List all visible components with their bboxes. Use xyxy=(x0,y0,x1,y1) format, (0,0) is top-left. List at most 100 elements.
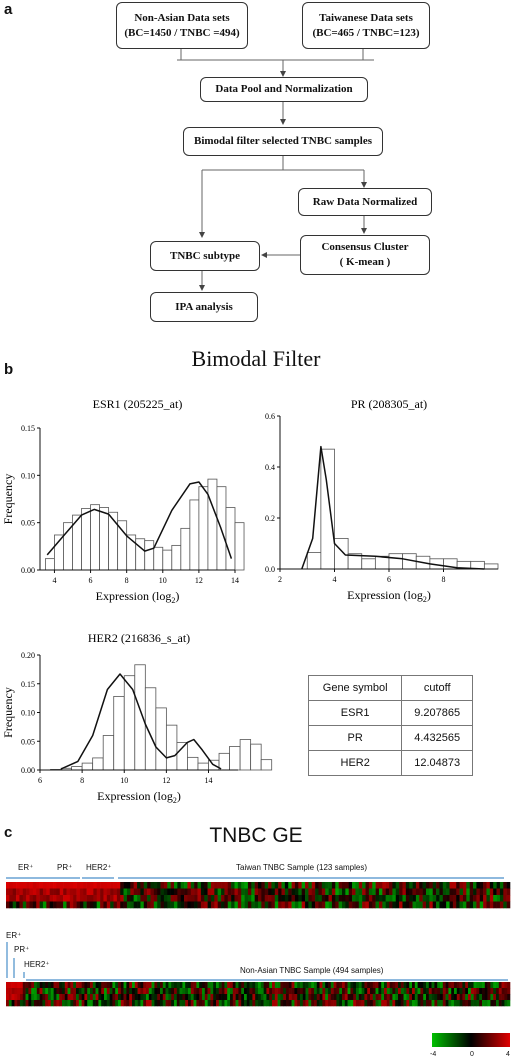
heatmap-cell xyxy=(420,982,424,989)
heatmap-cell xyxy=(487,994,491,1001)
heatmap-cell xyxy=(432,882,437,889)
heatmap-cell xyxy=(445,1000,449,1007)
heatmap-cell xyxy=(251,888,255,896)
heatmap-cell xyxy=(372,994,376,1001)
x-tick-label: 14 xyxy=(205,776,213,785)
heatmap-cell xyxy=(19,895,24,902)
heatmap-cell xyxy=(415,901,420,909)
heatmap-cell xyxy=(422,882,427,889)
heatmap-cell xyxy=(479,882,484,889)
heatmap-cell xyxy=(333,988,337,995)
heatmap-cell xyxy=(153,895,158,902)
heatmap-cell xyxy=(165,988,169,995)
density-fit-curve xyxy=(46,481,233,559)
heatmap-cell xyxy=(501,994,505,1001)
heatmap-cell xyxy=(298,901,302,909)
heatmap-cell xyxy=(190,982,194,989)
heatmap-cell xyxy=(8,1000,12,1007)
heatmap-cell xyxy=(190,882,195,889)
heatmap-cell xyxy=(348,895,353,902)
heatmap-cell xyxy=(126,994,130,1001)
heatmap-cell xyxy=(382,901,386,909)
heatmap-cell xyxy=(39,895,44,902)
heatmap-cell xyxy=(6,888,10,896)
heatmap-cell xyxy=(319,994,323,1001)
heatmap-cell xyxy=(489,888,494,896)
heatmap-cell xyxy=(247,895,252,902)
heatmap-cell xyxy=(446,882,450,889)
heatmap-cell xyxy=(53,901,57,909)
heatmap-cell xyxy=(398,994,402,1001)
heatmap-cell xyxy=(428,988,432,995)
heatmap-cell xyxy=(400,988,404,995)
color-scale-max: 4 xyxy=(506,1051,510,1058)
heatmap-cell xyxy=(120,882,124,889)
heatmap-cell xyxy=(301,895,306,902)
heatmap-cell xyxy=(90,1000,94,1007)
heatmap-cell xyxy=(234,901,239,909)
heatmap-cell xyxy=(462,895,467,902)
heatmap-cell xyxy=(419,901,423,909)
heatmap-cell xyxy=(227,988,231,995)
heatmap-cell xyxy=(459,895,464,902)
heatmap-cell xyxy=(375,882,380,889)
heatmap-cell xyxy=(143,982,147,989)
heatmap-cell xyxy=(335,882,339,889)
heatmap-cell xyxy=(90,882,94,889)
heatmap-cell xyxy=(288,982,292,989)
heatmap-cell xyxy=(190,988,194,995)
heatmap-cell xyxy=(160,888,165,896)
heatmap-cell xyxy=(56,988,60,995)
heatmap-cell xyxy=(325,988,329,995)
heatmap-cell xyxy=(272,994,276,1001)
x-tick-label: 6 xyxy=(89,576,93,585)
heatmap-cell xyxy=(221,895,225,902)
heatmap-cell xyxy=(398,988,402,995)
heatmap-cell xyxy=(98,1000,102,1007)
heatmap-cell xyxy=(62,1000,66,1007)
heatmap-cell xyxy=(473,882,477,889)
heatmap-cell xyxy=(162,982,166,989)
heatmap-cell xyxy=(353,994,357,1001)
heatmap-cell xyxy=(381,982,385,989)
heatmap-cell xyxy=(53,994,57,1001)
heatmap-cell xyxy=(218,988,222,995)
heatmap-cell xyxy=(246,994,250,1001)
heatmap-cell xyxy=(70,988,74,995)
heatmap-cell xyxy=(73,988,77,995)
heatmap-cell xyxy=(426,994,430,1001)
heatmap-cell xyxy=(431,994,435,1001)
heatmap-cell xyxy=(14,994,18,1001)
heatmap-cell xyxy=(146,988,150,995)
heatmap-cell xyxy=(53,895,57,902)
heatmap-cell xyxy=(96,888,101,896)
heatmap-cell xyxy=(459,901,464,909)
heatmap-cell xyxy=(297,1000,301,1007)
heatmap-cell xyxy=(29,888,34,896)
heatmap-cell xyxy=(355,888,360,896)
heatmap-cell xyxy=(311,895,316,902)
heatmap-cell xyxy=(26,882,30,889)
heatmap-cell xyxy=(389,895,393,902)
heatmap-cell xyxy=(348,901,353,909)
heatmap-cell xyxy=(174,994,178,1001)
heatmap-cell xyxy=(207,895,212,902)
heatmap-cell xyxy=(48,994,52,1001)
heatmap-cell xyxy=(465,994,469,1001)
heatmap-cell xyxy=(45,982,49,989)
heatmap-cell xyxy=(160,1000,164,1007)
histogram-bar xyxy=(234,522,245,571)
heatmap-cell xyxy=(49,895,54,902)
y-tick-label: 0.4 xyxy=(265,463,275,472)
heatmap-cell xyxy=(350,988,354,995)
heatmap-cell xyxy=(507,982,511,989)
heatmap-cell xyxy=(224,982,228,989)
heatmap-cell xyxy=(204,882,208,889)
heatmap-cell xyxy=(468,982,472,989)
heatmap-cell xyxy=(78,982,82,989)
heatmap-cell xyxy=(130,882,134,889)
heatmap-cell xyxy=(392,982,396,989)
heatmap-cell xyxy=(442,882,447,889)
histogram-bar xyxy=(180,527,191,571)
heatmap-cell xyxy=(462,888,467,896)
